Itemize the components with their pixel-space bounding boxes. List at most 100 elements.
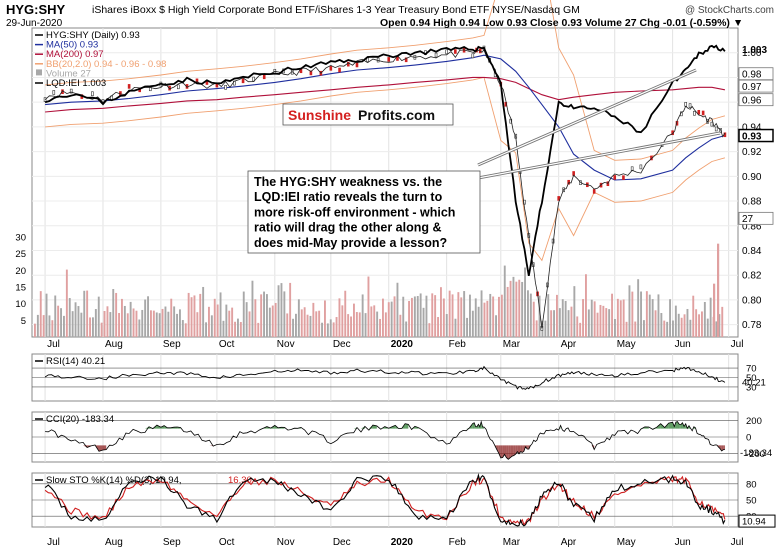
- volume-bar: [51, 320, 53, 337]
- volume-bar: [336, 317, 338, 337]
- volume-tick-label: 25: [15, 249, 26, 260]
- volume-bar: [460, 297, 462, 337]
- volume-bar: [495, 315, 497, 337]
- sto-y-tick-label: 50: [746, 496, 757, 507]
- volume-tick-label: 10: [15, 299, 26, 310]
- x-tick-label-bottom: Feb: [449, 537, 467, 548]
- volume-bar: [75, 302, 77, 337]
- volume-bar: [46, 294, 48, 337]
- volume-bar: [457, 292, 459, 337]
- volume-bar: [118, 313, 120, 337]
- volume-bar: [658, 294, 660, 337]
- volume-bar: [585, 274, 587, 337]
- price-candle: [593, 189, 595, 193]
- volume-bar: [330, 319, 332, 337]
- volume-bar: [428, 323, 430, 337]
- volume-bar: [95, 309, 97, 337]
- volume-bar: [484, 303, 486, 337]
- volume-bar: [382, 299, 384, 337]
- volume-bar: [434, 295, 436, 337]
- cci-fill-down: [527, 445, 529, 449]
- volume-bar: [153, 311, 155, 337]
- volume-bar: [391, 302, 393, 337]
- volume-bar: [249, 311, 251, 337]
- logo-part1: Sunshine: [288, 107, 351, 123]
- price-candle: [388, 57, 390, 61]
- volume-bar: [449, 291, 451, 337]
- volume-bar: [707, 319, 709, 337]
- volume-bar: [365, 313, 367, 337]
- volume-bar: [701, 311, 703, 337]
- volume-bar: [92, 317, 94, 337]
- price-candle: [622, 176, 624, 180]
- volume-bar: [443, 298, 445, 337]
- volume-bar: [266, 294, 268, 337]
- volume-bar: [695, 309, 697, 337]
- volume-bar: [138, 319, 140, 337]
- volume-bar: [533, 302, 535, 337]
- volume-bar: [57, 306, 59, 337]
- price-y-tick-label: 0.84: [742, 246, 762, 257]
- volume-bar: [376, 312, 378, 337]
- volume-bar: [40, 291, 42, 337]
- volume-bar: [623, 299, 625, 337]
- x-tick-label-bottom: Sep: [163, 537, 181, 548]
- x-tick-label-top: Jul: [47, 339, 60, 350]
- price-tag-label: 0.93: [742, 131, 762, 142]
- volume-bar: [359, 312, 361, 337]
- volume-bar: [104, 311, 106, 337]
- volume-bar: [640, 292, 642, 337]
- volume-bar: [681, 318, 683, 337]
- volume-bar: [275, 303, 277, 337]
- x-tick-label-top: Aug: [105, 339, 123, 350]
- volume-bar: [472, 311, 474, 337]
- volume-bar: [234, 322, 236, 337]
- price-y-tick-label: 0.80: [742, 295, 762, 306]
- volume-bar: [675, 306, 677, 337]
- volume-bar: [611, 294, 613, 337]
- volume-bar: [333, 322, 335, 337]
- volume-bar: [536, 320, 538, 337]
- x-tick-label-top: Feb: [449, 339, 467, 350]
- volume-bar: [341, 305, 343, 337]
- rsi-y-tick-label: 70: [746, 364, 757, 375]
- volume-bar: [405, 322, 407, 337]
- volume-bar: [66, 270, 68, 337]
- volume-bar: [167, 312, 169, 337]
- volume-bar: [553, 310, 555, 337]
- volume-bar: [43, 315, 45, 337]
- volume-bar: [498, 297, 500, 337]
- volume-bar: [292, 319, 294, 337]
- chart-symbol: HYG:SHY: [6, 2, 65, 17]
- volume-bar: [527, 290, 529, 337]
- logo-part2: Profits.com: [358, 107, 435, 123]
- volume-bar: [80, 313, 82, 337]
- volume-bar: [687, 309, 689, 337]
- volume-bar: [214, 299, 216, 337]
- volume-bar: [240, 322, 242, 337]
- x-tick-label-bottom: Mar: [503, 537, 521, 548]
- volume-bar: [501, 295, 503, 337]
- x-tick-label-bottom: 2020: [391, 537, 414, 548]
- volume-bar: [136, 311, 138, 337]
- volume-bar: [588, 309, 590, 337]
- price-tag-label: 0.96: [742, 95, 762, 106]
- legend-swatch: [36, 69, 42, 75]
- volume-tick-label: 15: [15, 283, 26, 294]
- volume-bar: [669, 299, 671, 337]
- cci-fill-down: [508, 445, 510, 459]
- volume-bar: [530, 294, 532, 337]
- volume-bar: [710, 298, 712, 337]
- volume-bar: [37, 315, 39, 337]
- x-tick-label-bottom: Jun: [675, 537, 691, 548]
- volume-bar: [504, 266, 506, 337]
- volume-bar: [188, 293, 190, 337]
- volume-bar: [597, 313, 599, 337]
- volume-bar: [362, 294, 364, 337]
- volume-bar: [370, 306, 372, 337]
- volume-bar: [518, 280, 520, 337]
- ohlc-readout: Open 0.94 High 0.94 Low 0.93 Close 0.93 …: [380, 17, 743, 29]
- volume-bar: [571, 307, 573, 337]
- volume-bar: [196, 312, 198, 337]
- price-tag-label: 27: [742, 214, 754, 225]
